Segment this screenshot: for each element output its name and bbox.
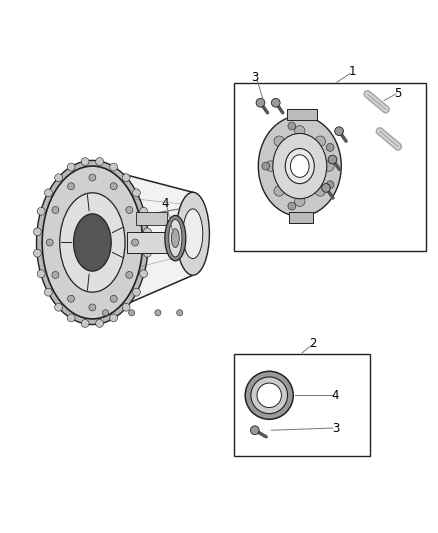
Ellipse shape [67,314,75,322]
Ellipse shape [110,314,117,322]
Circle shape [326,181,334,189]
Bar [127,231,180,253]
Circle shape [102,310,109,316]
Ellipse shape [45,288,52,296]
Ellipse shape [258,116,341,216]
Circle shape [272,99,280,107]
Circle shape [288,202,296,210]
Circle shape [257,383,282,408]
Circle shape [265,161,276,171]
Polygon shape [92,166,193,319]
Circle shape [155,310,161,316]
Ellipse shape [33,249,41,257]
Ellipse shape [122,303,130,311]
Ellipse shape [36,160,148,325]
Ellipse shape [143,228,151,236]
Ellipse shape [140,207,148,215]
Circle shape [67,295,74,302]
Circle shape [245,372,293,419]
Ellipse shape [42,166,143,319]
Ellipse shape [95,158,103,165]
Ellipse shape [67,163,75,171]
Ellipse shape [55,174,63,182]
Circle shape [67,183,74,190]
Ellipse shape [95,319,103,327]
Circle shape [126,271,133,278]
Ellipse shape [140,270,148,278]
Circle shape [89,304,96,311]
Circle shape [315,136,325,147]
Ellipse shape [110,163,117,171]
Ellipse shape [55,303,63,311]
Circle shape [294,126,305,136]
Circle shape [89,174,96,181]
Ellipse shape [122,174,130,182]
Bar [234,354,370,456]
Ellipse shape [74,214,111,271]
Ellipse shape [171,229,179,247]
Bar [287,109,317,120]
Circle shape [177,310,183,316]
Circle shape [110,295,117,302]
Ellipse shape [37,207,45,215]
Text: 1: 1 [349,65,357,78]
Ellipse shape [273,133,327,199]
Bar [136,212,166,225]
Bar [289,212,313,223]
Circle shape [274,136,285,147]
Ellipse shape [60,193,125,292]
Ellipse shape [37,270,45,278]
Ellipse shape [285,149,314,184]
Ellipse shape [81,319,89,327]
Text: 3: 3 [332,422,340,434]
Ellipse shape [169,220,182,257]
Ellipse shape [176,192,209,275]
Ellipse shape [33,228,41,236]
Circle shape [251,426,259,434]
Circle shape [129,310,135,316]
Text: 3: 3 [251,71,259,84]
Circle shape [52,206,59,214]
Circle shape [321,183,330,192]
Circle shape [52,271,59,278]
Circle shape [256,99,265,107]
Circle shape [326,143,334,151]
Text: 5: 5 [394,87,402,100]
Circle shape [126,206,133,214]
Circle shape [131,239,138,246]
Text: 2: 2 [309,337,317,350]
Text: 4: 4 [332,389,339,402]
Ellipse shape [165,215,186,261]
Circle shape [46,239,53,246]
Bar [234,83,426,251]
Ellipse shape [183,209,203,259]
Ellipse shape [132,189,140,197]
Circle shape [328,155,337,164]
Ellipse shape [143,249,151,257]
Circle shape [251,377,288,414]
Circle shape [294,196,305,206]
Ellipse shape [81,158,89,165]
Ellipse shape [290,155,309,177]
Circle shape [315,185,325,196]
Circle shape [110,183,117,190]
Circle shape [324,161,334,171]
Circle shape [288,122,296,130]
Ellipse shape [132,288,140,296]
Circle shape [262,162,270,170]
Circle shape [274,185,285,196]
Circle shape [335,127,343,135]
Ellipse shape [45,189,52,197]
Text: 4: 4 [161,197,169,209]
